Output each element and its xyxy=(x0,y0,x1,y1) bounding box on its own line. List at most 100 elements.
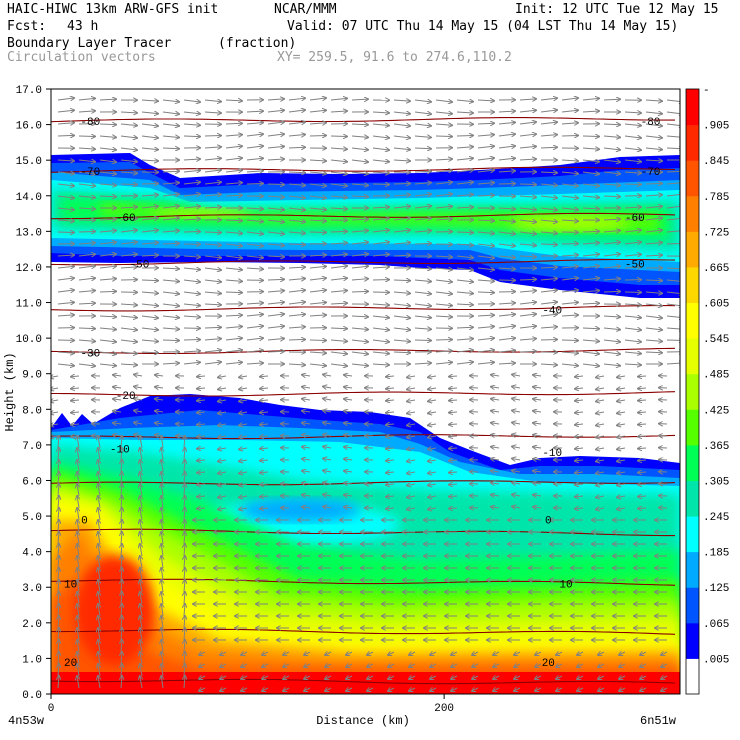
wind-vector xyxy=(246,122,263,124)
wind-vector xyxy=(58,616,59,629)
wind-vector xyxy=(477,123,494,124)
wind-vector xyxy=(204,194,221,196)
wind-vector xyxy=(561,315,578,316)
wind-vector xyxy=(386,400,395,401)
wind-vector xyxy=(283,688,290,691)
wind-vector xyxy=(309,110,326,112)
wind-vector xyxy=(197,436,206,437)
wind-vector xyxy=(428,496,437,497)
wind-vector xyxy=(239,484,248,485)
wind-vector xyxy=(183,351,200,352)
wind-vector xyxy=(161,604,163,617)
wind-vector xyxy=(141,292,158,293)
wind-vector xyxy=(239,496,248,497)
wind-vector xyxy=(330,172,347,174)
wind-vector xyxy=(449,448,458,449)
wind-vector xyxy=(582,231,599,232)
x-tick-label: 0 xyxy=(48,703,55,715)
wind-vector xyxy=(309,352,326,353)
wind-vector xyxy=(533,423,542,424)
wind-vector xyxy=(183,280,200,282)
y-tick-label: 8.0 xyxy=(22,405,42,417)
wind-vector xyxy=(58,472,59,485)
wind-vector xyxy=(519,122,536,124)
wind-vector xyxy=(428,436,437,437)
colorbar-label: .845 xyxy=(703,156,729,168)
wind-vector xyxy=(498,303,515,304)
x-axis-label: Distance (km) xyxy=(316,714,410,728)
isotherm-line xyxy=(51,678,676,685)
wind-vector xyxy=(561,364,578,366)
wind-vector xyxy=(184,652,185,665)
wind-vector xyxy=(309,290,326,292)
wind-vector xyxy=(225,292,242,293)
wind-vector xyxy=(386,472,395,473)
wind-vector xyxy=(302,387,311,388)
wind-vector xyxy=(288,110,305,112)
wind-vector xyxy=(430,676,437,679)
wind-vector xyxy=(98,604,100,617)
wind-vector xyxy=(184,676,185,689)
wind-vector xyxy=(477,315,494,316)
wind-vector xyxy=(456,207,473,208)
wind-vector xyxy=(162,218,179,220)
wind-vector xyxy=(330,208,347,209)
wind-vector xyxy=(309,160,326,161)
wind-vector xyxy=(323,399,332,400)
wind-vector xyxy=(78,254,95,256)
wind-vector xyxy=(183,316,200,317)
wind-vector xyxy=(561,255,578,256)
wind-vector xyxy=(58,556,59,569)
wind-vector xyxy=(288,208,305,210)
colorbar-label: .185 xyxy=(703,548,729,560)
wind-vector xyxy=(78,196,95,198)
contour-label: 0 xyxy=(545,516,552,528)
contour-label: -50 xyxy=(130,259,150,271)
wind-vector xyxy=(121,556,122,569)
wind-vector xyxy=(140,628,142,641)
wind-vector xyxy=(121,544,122,557)
wind-vector xyxy=(302,423,311,424)
wind-vector xyxy=(99,291,116,292)
wind-vector xyxy=(77,592,79,605)
wind-vector xyxy=(78,231,95,232)
isotherm-line xyxy=(51,480,676,486)
wind-vector xyxy=(267,244,284,246)
wind-vector xyxy=(428,400,437,401)
wind-vector xyxy=(184,496,185,509)
wind-vector xyxy=(162,363,179,364)
wind-vector xyxy=(121,484,122,497)
wind-vector xyxy=(561,302,578,304)
wind-vector xyxy=(449,496,458,497)
wind-vector xyxy=(239,376,248,377)
wind-vector xyxy=(330,111,347,112)
wind-vector xyxy=(241,664,248,667)
colorbar-swatch xyxy=(686,622,699,659)
wind-vector xyxy=(161,556,163,569)
wind-vector xyxy=(561,278,578,280)
wind-vector xyxy=(120,304,137,305)
wind-vector xyxy=(323,471,332,472)
wind-vector xyxy=(155,411,164,412)
wind-vector xyxy=(267,184,284,185)
wind-vector xyxy=(386,508,395,509)
wind-vector xyxy=(162,206,179,208)
wind-vector xyxy=(77,556,79,569)
wind-vector xyxy=(456,100,473,102)
wind-vector xyxy=(498,256,515,258)
wind-vector xyxy=(77,616,79,629)
wind-vector xyxy=(161,616,163,629)
colorbar-swatch xyxy=(686,302,699,339)
wind-vector xyxy=(346,676,353,679)
wind-vector xyxy=(134,399,143,400)
wind-vector xyxy=(98,664,100,677)
wind-vector xyxy=(309,278,326,280)
wind-vector xyxy=(246,303,263,304)
wind-vector xyxy=(512,387,521,388)
wind-vector xyxy=(140,616,142,629)
wind-vector xyxy=(435,112,452,114)
wind-vector xyxy=(309,208,326,210)
wind-vector xyxy=(120,172,137,173)
wind-vector xyxy=(393,195,410,196)
wind-vector xyxy=(141,340,158,341)
